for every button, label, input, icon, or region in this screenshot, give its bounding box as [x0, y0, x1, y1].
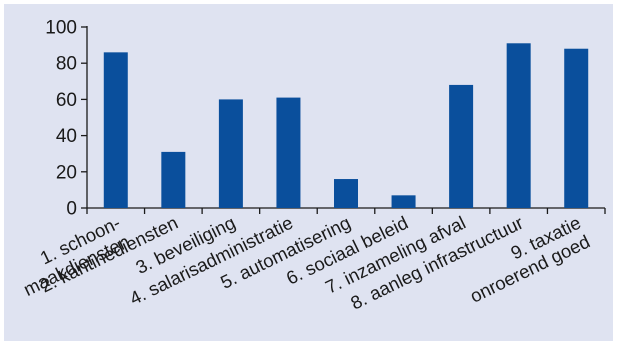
y-tick-label: 40 [56, 126, 77, 147]
x-axis [86, 207, 606, 214]
bar [506, 43, 531, 208]
y-tick-label: 80 [56, 54, 77, 75]
bar [391, 195, 416, 208]
y-tick-label: 0 [66, 199, 77, 220]
chart-panel: 0 20 40 60 80 100 1. schoon-maakdiensten 2. ka… [4, 4, 613, 341]
y-tick-label: 100 [45, 18, 77, 39]
y-axis: 0 20 40 60 80 100 [45, 18, 88, 220]
bar [276, 97, 301, 208]
bar [564, 48, 589, 208]
bar [449, 84, 474, 208]
y-tick-label: 60 [56, 90, 77, 111]
bar [161, 151, 186, 208]
bar [103, 52, 128, 209]
y-tick-label: 20 [56, 162, 77, 183]
x-tick-label: 9. taxatieonroerend goed [457, 212, 593, 307]
bar [218, 99, 243, 208]
bar [334, 179, 358, 208]
bars [103, 43, 589, 209]
